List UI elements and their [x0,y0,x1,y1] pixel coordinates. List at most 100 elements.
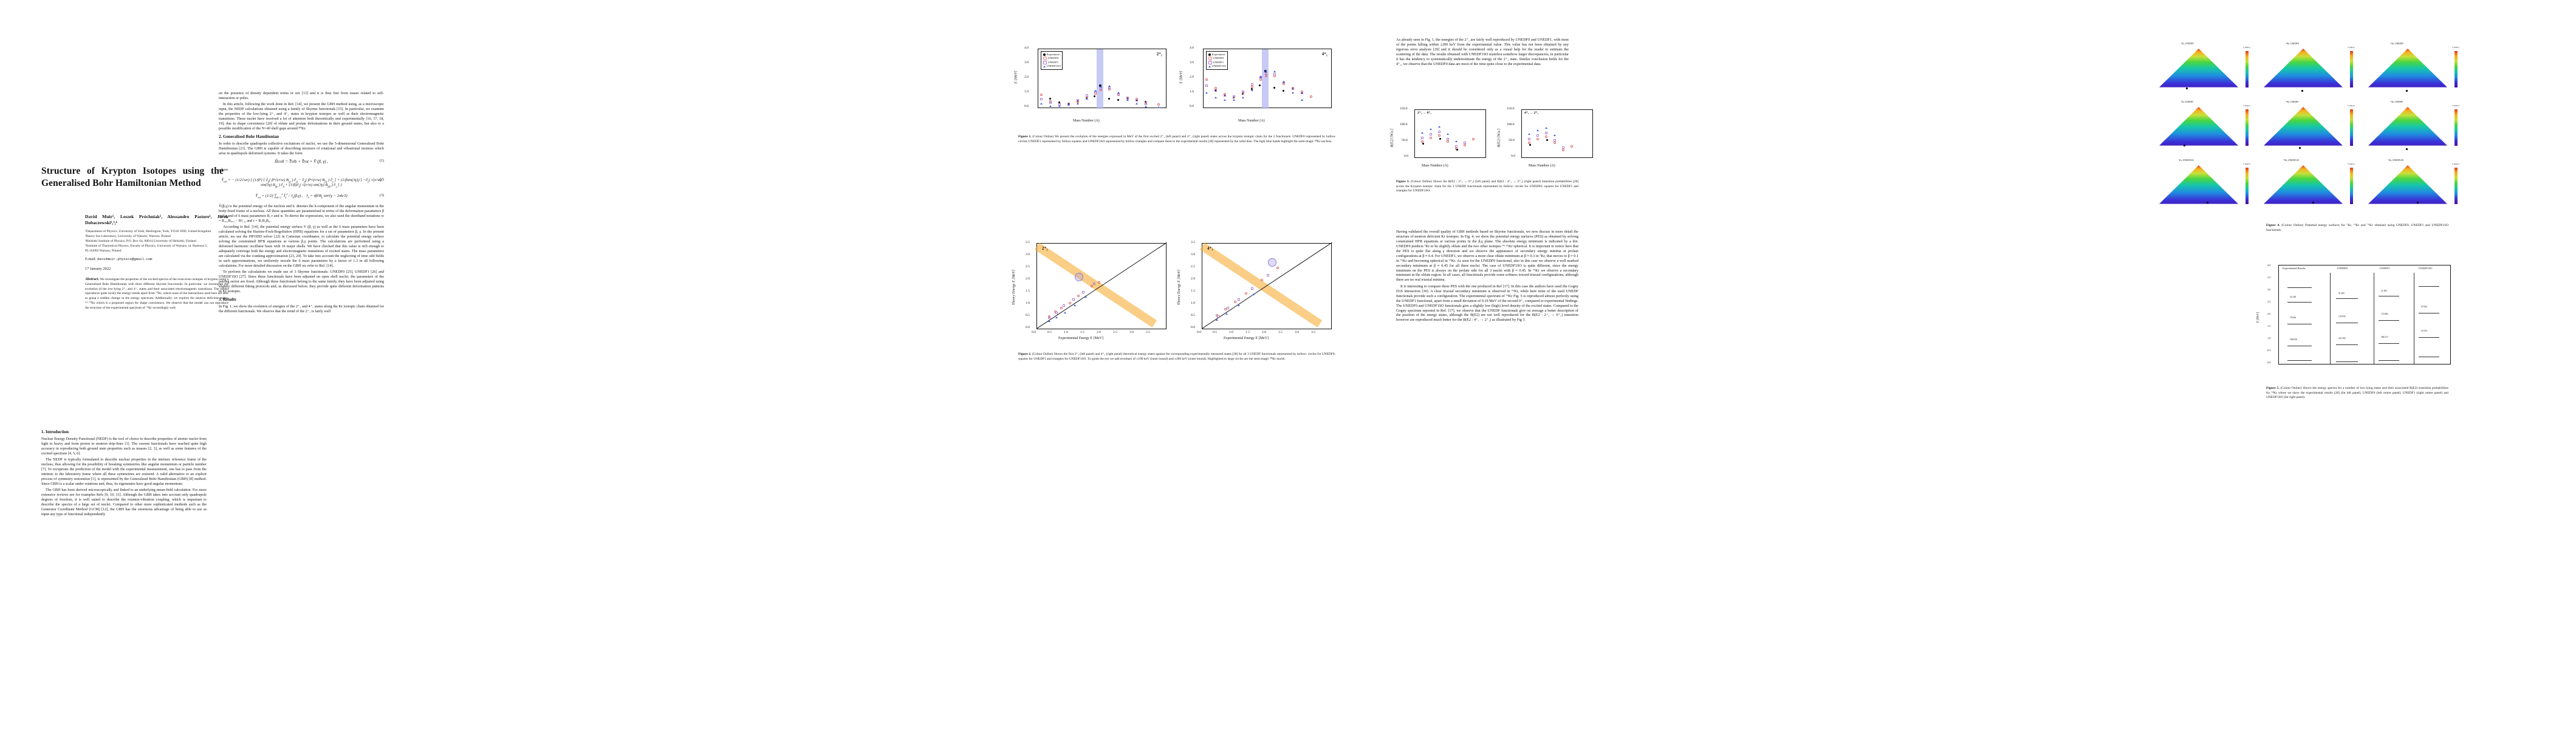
figure5-value: 67.842 [2421,306,2427,308]
legend-label-unedf1so: UNEDF1SO [1212,64,1226,69]
f2a-unedf1-point [1093,282,1095,285]
pes-minimum-marker [2417,202,2419,204]
f2b-unedf0-point [1245,292,1247,295]
f2a-unedf1-point [1063,304,1065,307]
pes-panel-72kr-unedf0: ⁷⁲Kr, UNEDF0 [2159,43,2238,96]
f2a-unedf1so-point [1055,317,1058,318]
legend-entry-unedf1so: UNEDF1SO [1043,64,1061,69]
intro-p1: Nuclear Energy Density Functional (NEDF)… [41,437,207,456]
f3a-unedf0-point [1438,134,1440,137]
legend-label-unedf1so: UNEDF1SO [1047,64,1061,69]
figure5-value: 180.038 [2290,338,2297,341]
f1a-unedf1so-point [1157,106,1160,108]
f1a-exp-point [1049,98,1051,100]
f2a-xtick-3: 1.5 [1080,330,1084,334]
figure5-axes: Experimental Results UNEDF0 UNEDF1 UNEDF… [2278,265,2451,364]
abstract-label: Abstract. [85,278,99,281]
f3a-exp-point [1439,138,1441,140]
p1c2-p5: According to Ref. [14], the potential en… [219,225,384,268]
f1b-unedf1-point [1301,92,1303,94]
figure5-col-header-unedf1so: UNEDF1SO [2419,267,2432,270]
f3b-unedf0-point [1536,138,1539,140]
f5-ytick-4: 2.0 [2267,312,2271,315]
figure1-panel-2plus: E [MeV] 4.0 3.0 2.0 1.0 0.0 [1018,41,1170,123]
f2a-ytick-3: 1.5 [1026,289,1030,293]
f1a-ytick-1: 1.0 [1024,90,1029,94]
figure3-panel-b: B(E2) [W.u.] 150.0 100.0 50.0 0.0 [1504,103,1595,170]
pes-panel-72kr-unedf1: ⁷⁲Kr, UNEDF1 [2159,101,2238,154]
pes-surface [2159,49,2238,94]
figure1-panel-a-legend: Experiment UNEDF0 UNEDF1 UNEDF1SO [1041,51,1063,70]
pes-surface [2159,165,2238,210]
figure3-panel-b-state: 4⁺₁ → 2⁺₁ [1524,111,1538,115]
f3b-unedf1-point [1536,134,1539,137]
f2a-unedf1so-point [1084,296,1087,298]
figure4-caption-text: (Colour Online) Potential energy surface… [2266,224,2448,232]
page3-col: As already seen in Fig. 1, the energies … [1396,38,1569,68]
f2b-xtick-3: 1.5 [1245,330,1250,334]
f2b-xtick-5: 2.5 [1278,330,1283,334]
figure1-panel-a-ylabel: E [MeV] [1015,70,1018,83]
f1b-unedf1so-point [1214,97,1217,98]
figure5-value: 172.882 [2381,313,2388,315]
f2b-ytick-3: 1.5 [1191,289,1195,293]
f1b-unedf1-point [1251,83,1253,86]
pes-colorbar-row2b [2350,109,2353,146]
figure5-value: 21.385 [2381,290,2387,292]
figure5-caption-label: Figure 5. [2266,386,2280,390]
f1b-ytick-4: 4.0 [1190,46,1194,50]
f1a-ytick-2: 2.0 [1024,75,1029,79]
f2a-error-band [1035,242,1157,327]
figure5-ylabel: E [MeV] [2256,312,2259,323]
p1c2-p2: In this article, following the work done… [219,102,384,131]
f2a-ytick-4: 2.0 [1026,277,1030,281]
email-address[interactable]: davidmuir.physics@gmail.com [97,257,152,261]
figure5-value: 37.079 [2421,330,2427,332]
f1a-unedf1so-point [1077,103,1079,104]
f3a-unedf1so-point [1447,133,1449,135]
figure5-level [2287,287,2312,288]
f3a-ytick-2: 100.0 [1400,123,1408,126]
affiliation-1: ¹Department of Physics, University of Yo… [85,229,228,234]
f2b-ytick-6: 3.0 [1191,253,1195,256]
f2a-unedf1-point [1048,317,1050,319]
f1a-unedf1so-point [1117,92,1120,94]
f1b-unedf1so-point [1265,70,1267,72]
page3-p1: As already seen in Fig. 1, the energies … [1396,38,1569,67]
equation-2-number: (2) [380,178,384,183]
figure5-value: 300.317 [2381,336,2388,338]
figure5-value: 91.265 [2338,292,2345,295]
f1b-unedf0-point [1251,86,1253,88]
f1a-unedf1so-point [1100,86,1102,87]
figure3-panel-a-xlabel: Mass Number (A) [1422,164,1448,168]
intro-p3: The GBH has been derived microscopically… [41,488,207,517]
figure1-panel-4plus: E [MeV] 4.0 3.0 2.0 1.0 0.0 [1184,41,1335,123]
f3a-exp-point [1422,143,1424,145]
f2b-unedf0-point [1276,267,1279,269]
figure5-level [2419,286,2439,287]
page-3: As already seen in Fig. 1, the energies … [1385,0,1786,729]
figure3-caption-text: (Colour Online) Shows the B(E2 : 2⁺₁ → 0… [1396,180,1578,193]
affiliation-4: ⁴Institute of Theoretical Physics, Facul… [85,244,228,248]
figure3-panel-a: B(E2) [W.u.] 150.0 100.0 50.0 0.0 [1397,103,1488,170]
f1a-unedf1-point [1049,101,1052,104]
page-2 [401,0,826,729]
pes-colorbar-row1 [2245,51,2249,87]
f1b-magic-band [1262,49,1269,109]
f2a-xtick-0: 0.0 [1032,330,1036,334]
figure3-panel-a-ylabel: B(E2) [W.u.] [1390,129,1394,148]
f1a-ytick-0: 0.0 [1024,104,1029,108]
pes-colorbar-row3b [2350,168,2353,204]
submission-date: 17 January 2022 [85,267,228,272]
f1a-unedf1so-point [1126,99,1129,101]
f2a-xtick-6: 3.0 [1129,330,1134,334]
f1b-unedf1-point [1233,95,1235,98]
f3a-unedf0-point [1430,137,1432,139]
f1a-unedf1so-point [1058,105,1061,107]
f2b-unedf1-point [1217,315,1219,318]
figure2-panel-a-ylabel: Theory Energy E [MeV] [1012,270,1016,305]
figure2-panel-b-state: 4⁺₁ [1207,246,1213,251]
figure1-panel-b-legend: Experiment UNEDF0 UNEDF1 UNEDF1SO [1206,51,1228,70]
pes-minimum-marker [2406,90,2408,92]
pes-panel-74kr-unedf0: ⁷⁴Kr, UNEDF0 [2264,43,2343,96]
